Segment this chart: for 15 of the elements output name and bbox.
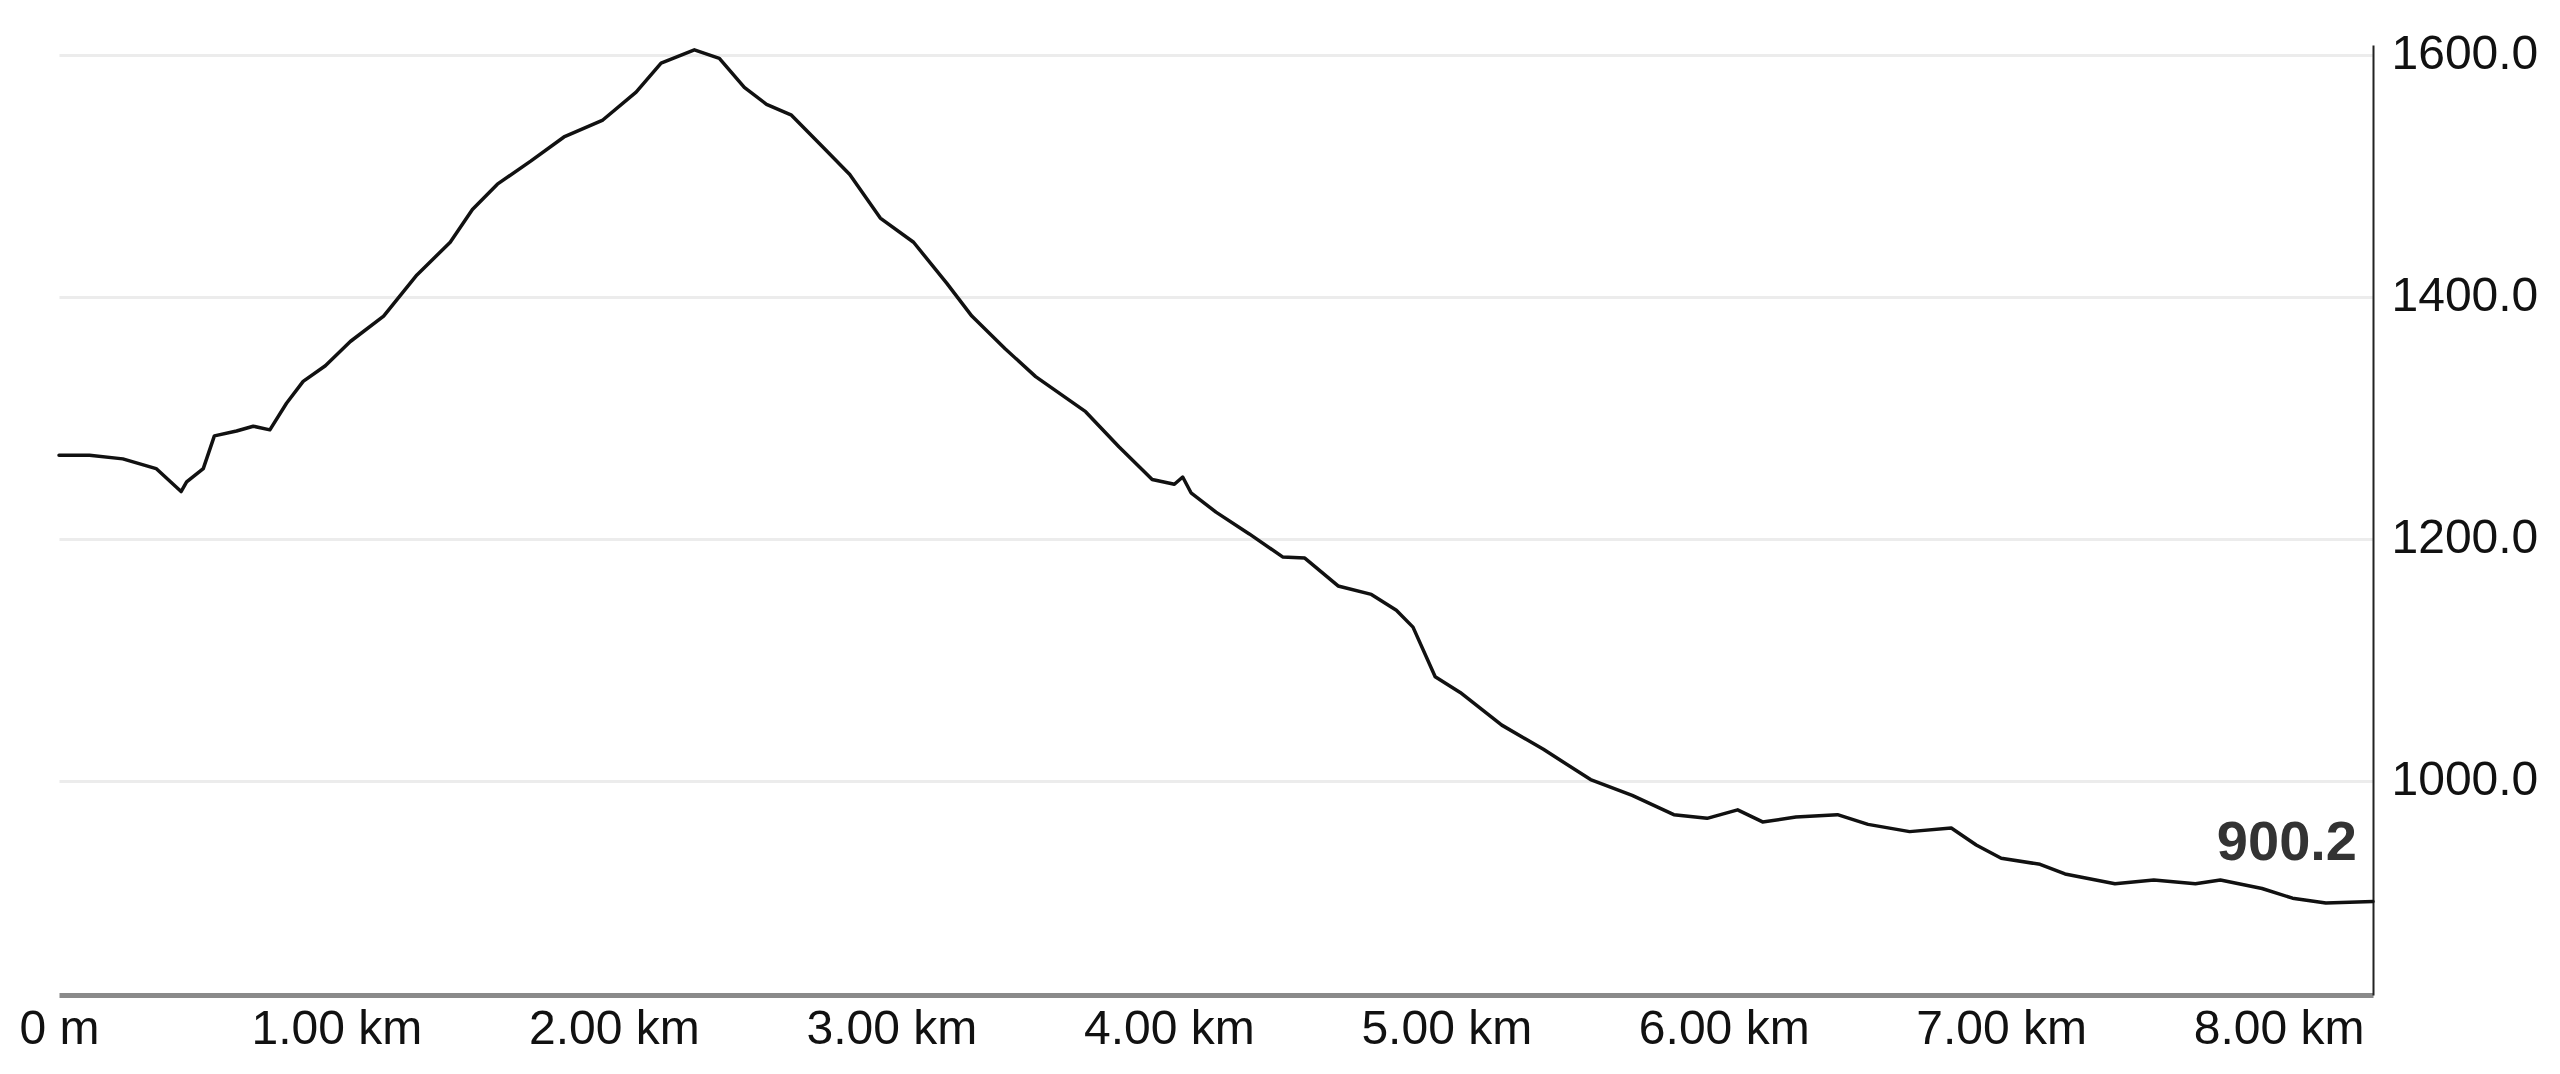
y-tick-label: 1600.0 [2391,26,2539,80]
y-tick-label: 1000.0 [2391,752,2539,806]
y-tick-label: 1200.0 [2391,510,2539,564]
x-tick-label: 2.00 km [529,1000,700,1054]
x-tick-label: 4.00 km [1083,1000,1255,1054]
y-tick-label: 1400.0 [2391,268,2539,322]
x-tick-label: 0 m [19,1000,100,1054]
x-tick-label: 7.00 km [1916,1000,2088,1054]
line-series [57,48,2375,905]
x-tick-label: 1.00 km [251,1000,423,1054]
x-tick-label: 3.00 km [806,1000,978,1054]
x-tick-label: 5.00 km [1361,1000,1533,1054]
x-tick-label: 6.00 km [1638,1000,1810,1054]
annotation: 900.2 [2216,808,2357,872]
x-tick-label: 8.00 km [2193,1000,2365,1054]
